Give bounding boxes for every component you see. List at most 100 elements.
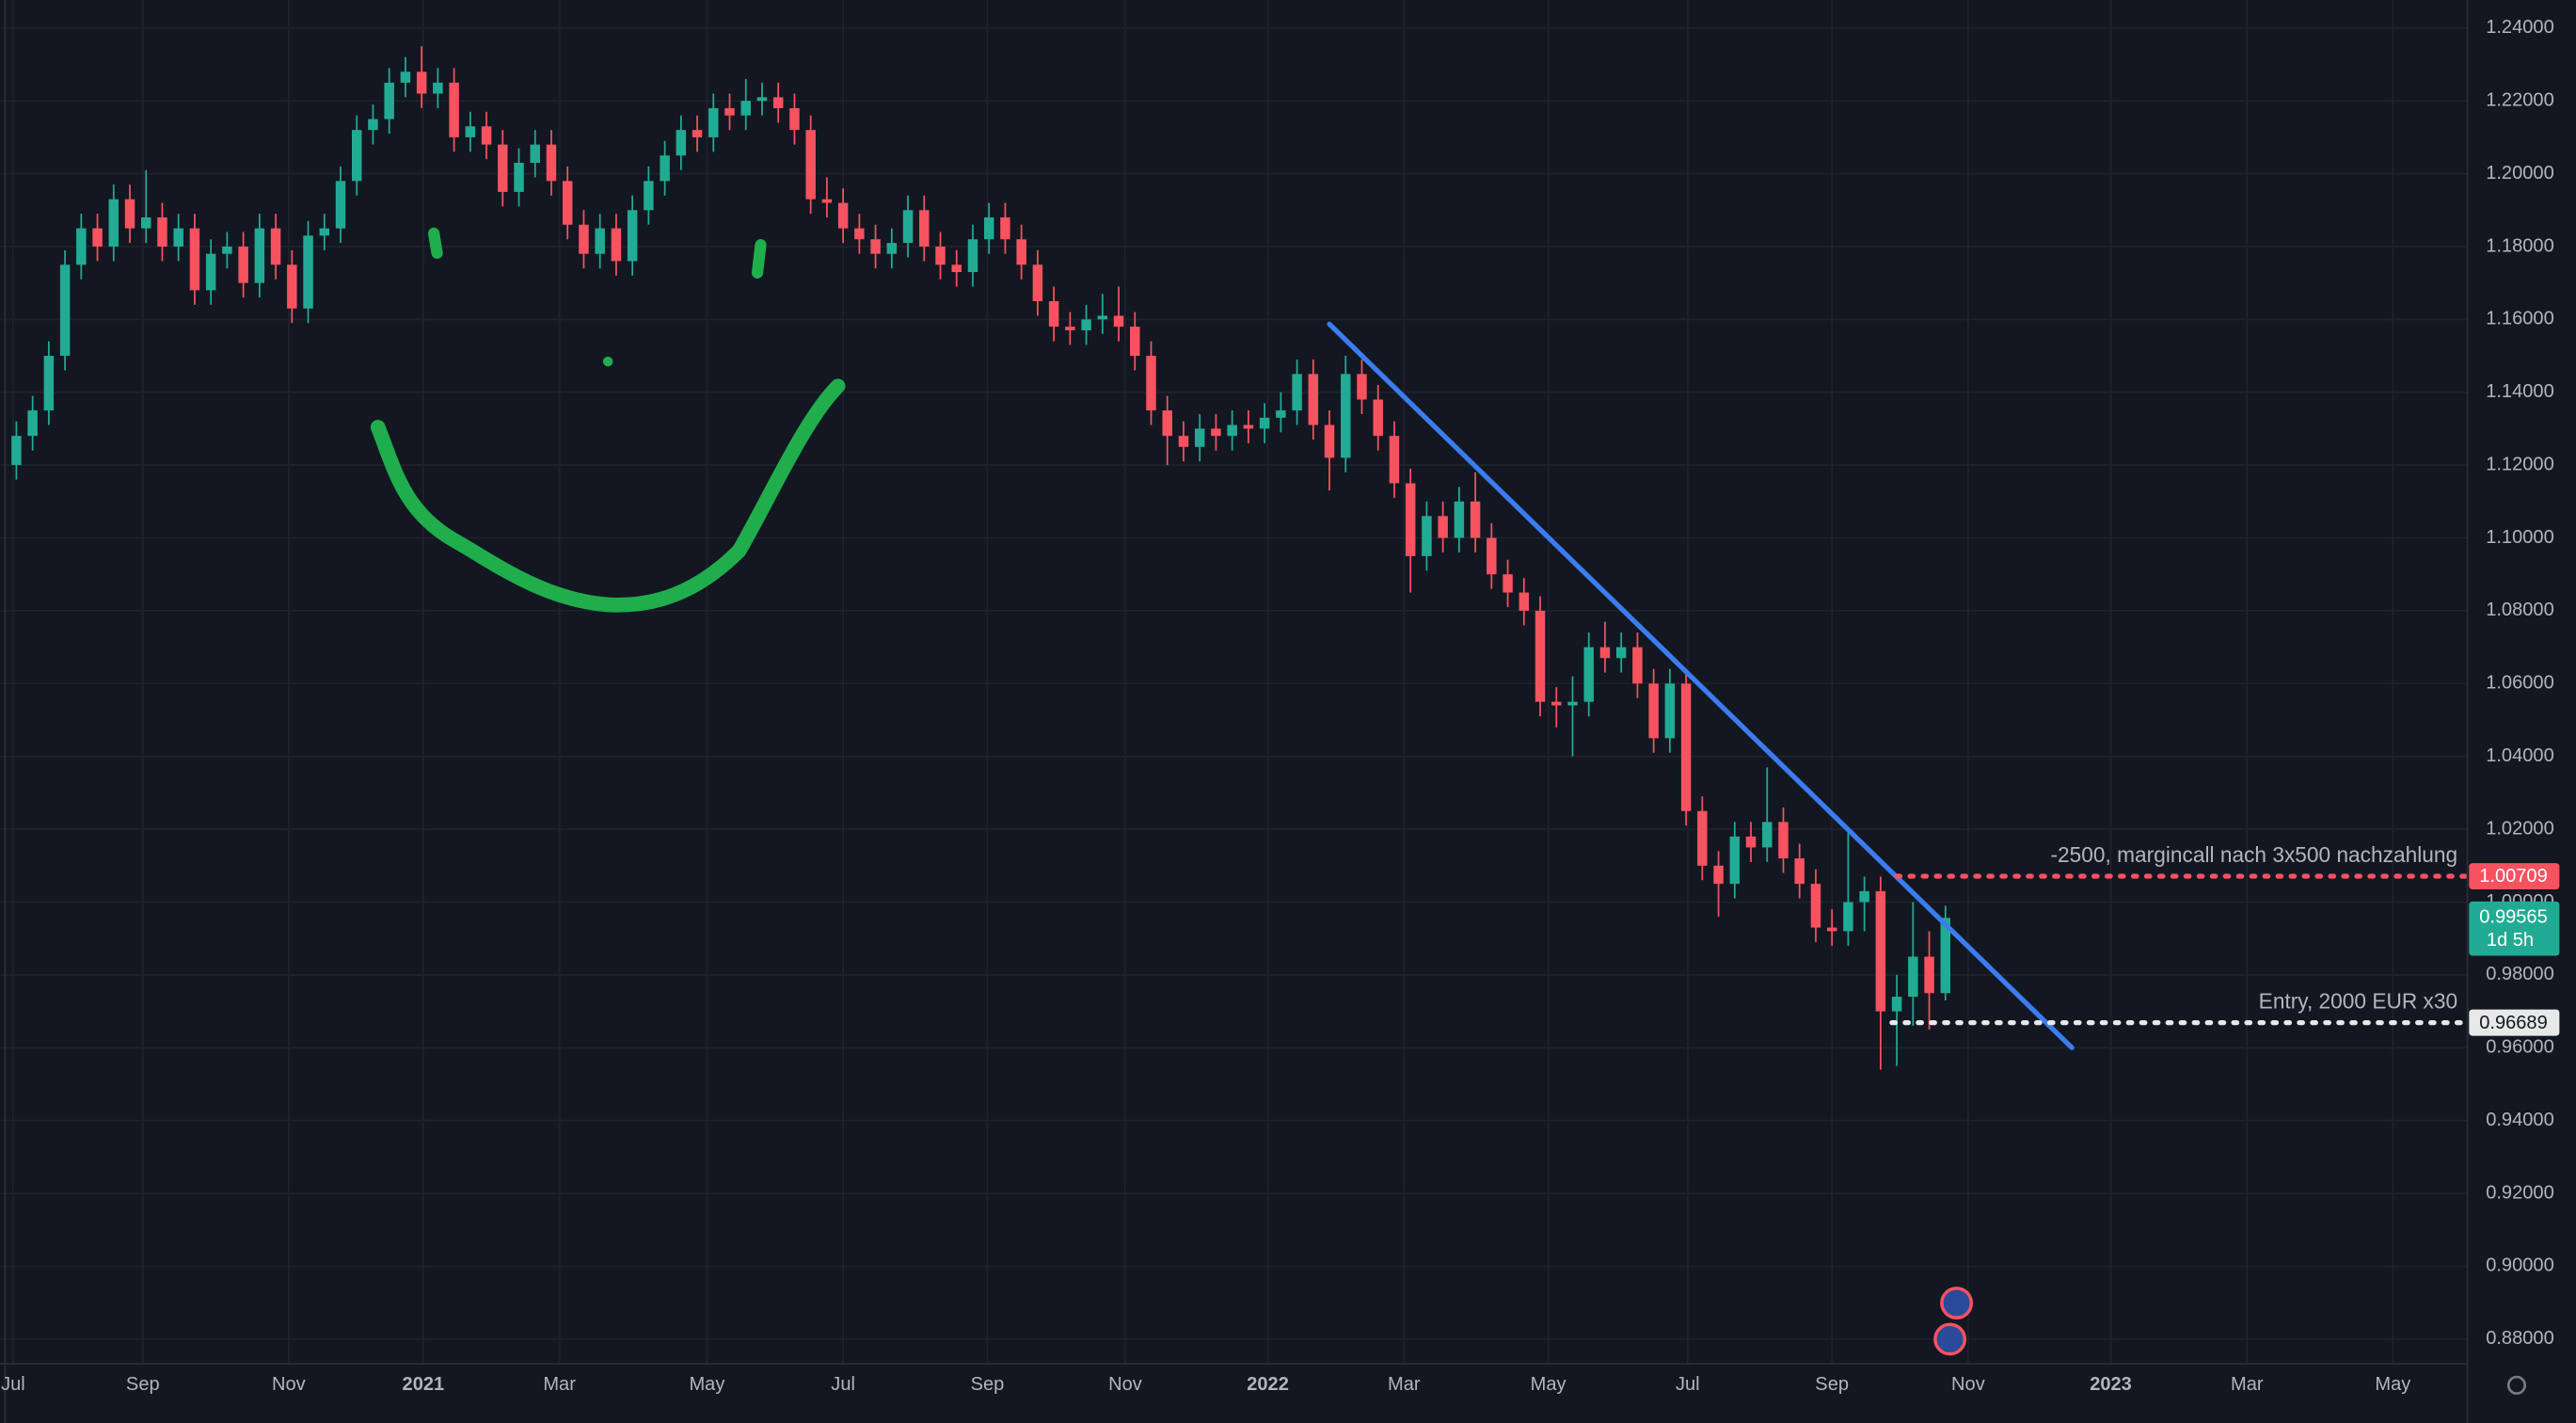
- x-tick-label: 2023: [2090, 1374, 2132, 1395]
- candle-body: [530, 144, 541, 163]
- y-tick-label: 1.24000: [2486, 17, 2554, 38]
- candle-body: [935, 246, 946, 265]
- candle-body: [1357, 374, 1367, 400]
- x-tick-label: May: [689, 1374, 724, 1395]
- candle-body: [1487, 537, 1497, 575]
- current-price-box: [2469, 901, 2560, 956]
- y-tick-label: 0.98000: [2486, 964, 2554, 984]
- candle-body: [1762, 822, 1773, 848]
- candle-body: [708, 107, 719, 137]
- y-tick-label: 0.92000: [2486, 1182, 2554, 1203]
- candle-body: [384, 82, 394, 120]
- settings-icon[interactable]: [2506, 1375, 2527, 1395]
- axes: 0.88000 0.90000 0.92000 0.94000 0.96000 0.980…: [1, 17, 2560, 1395]
- event-flag[interactable]: [1933, 1322, 1967, 1356]
- x-tick-label: May: [2375, 1374, 2410, 1395]
- candle-body: [43, 356, 55, 411]
- candle-body: [1794, 858, 1805, 885]
- candle-body: [1373, 399, 1383, 437]
- candle-body: [983, 217, 994, 240]
- candle-body: [498, 144, 508, 192]
- candle-body: [1664, 683, 1676, 739]
- candle-body: [416, 72, 427, 94]
- grid: [0, 0, 2468, 1365]
- candle-body: [287, 264, 297, 309]
- candle-body: [1194, 428, 1205, 447]
- candle-body: [1048, 301, 1059, 328]
- smile: [370, 378, 846, 613]
- candle-body: [919, 210, 930, 247]
- candle-body: [740, 101, 751, 116]
- candle-body: [724, 107, 735, 116]
- candle-body: [157, 217, 167, 247]
- candle-body: [1599, 647, 1611, 659]
- candle-body: [1908, 956, 1918, 998]
- candle-body: [222, 246, 232, 254]
- price-line-text: Entry, 2000 EUR x30: [2259, 989, 2457, 1014]
- candle-body: [1519, 592, 1530, 611]
- x-tick-label: Mar: [1388, 1374, 1421, 1395]
- candle-body: [1713, 865, 1724, 885]
- candle-body: [1016, 239, 1026, 265]
- x-tick-label: Jul: [1, 1374, 25, 1395]
- candle-body: [92, 228, 103, 247]
- y-tick-label: 0.96000: [2486, 1037, 2554, 1058]
- price-label: 1.00709: [2479, 866, 2548, 887]
- candle-body: [1438, 516, 1448, 538]
- x-tick-label: Sep: [971, 1374, 1005, 1395]
- y-tick-label: 1.02000: [2486, 818, 2554, 839]
- candle-body: [1227, 424, 1237, 437]
- candle-body: [254, 228, 265, 283]
- candle-body: [319, 228, 330, 236]
- drawing-smiley: [370, 227, 846, 613]
- candle-body: [1826, 927, 1837, 932]
- eye: [427, 227, 443, 259]
- y-tick-label: 1.18000: [2486, 235, 2554, 256]
- candle-body: [1940, 918, 1951, 994]
- candle-body: [789, 107, 800, 131]
- event-flag[interactable]: [1940, 1287, 1974, 1320]
- candle-body: [1583, 647, 1594, 702]
- candle-body: [1697, 810, 1708, 866]
- candle-body: [1000, 217, 1010, 240]
- candle-body: [189, 228, 200, 291]
- candle-body: [1243, 424, 1254, 429]
- candle-body: [1843, 902, 1853, 932]
- gear[interactable]: [2506, 1375, 2527, 1395]
- candle-body: [1810, 884, 1821, 928]
- x-tick-label: May: [1531, 1374, 1566, 1395]
- candle-body: [1065, 327, 1075, 330]
- candle-body: [1292, 374, 1302, 411]
- candle-body: [124, 199, 135, 229]
- candle-body: [1276, 410, 1286, 418]
- candle-body: [1130, 327, 1140, 357]
- price-label-box: [2469, 1009, 2560, 1036]
- candle-body: [660, 155, 670, 182]
- y-tick-label: 1.16000: [2486, 309, 2554, 329]
- candle-body: [1745, 836, 1757, 848]
- candle-body: [11, 436, 22, 466]
- candle-body: [1632, 647, 1643, 684]
- event-icons[interactable]: [1933, 1287, 1974, 1356]
- countdown: 1d 5h: [2487, 930, 2534, 951]
- candle-body: [1113, 315, 1124, 328]
- candle-body: [1567, 701, 1578, 706]
- x-tick-label: Nov: [1108, 1374, 1142, 1395]
- candle-body: [270, 228, 281, 265]
- candle-body: [562, 181, 573, 225]
- candle-body: [1891, 997, 1902, 1012]
- current-price: 0.99565: [2479, 907, 2548, 928]
- candle-body: [481, 126, 492, 145]
- candle-body: [1259, 417, 1270, 429]
- x-tick-label: Nov: [272, 1374, 306, 1395]
- y-tick-label: 1.08000: [2486, 600, 2554, 620]
- y-tick-label: 0.94000: [2486, 1110, 2554, 1130]
- x-tick-label: 2022: [1247, 1374, 1289, 1395]
- candle-body: [465, 126, 476, 137]
- price-line-text: -2500, margincall nach 3x500 nachzahlung: [2050, 842, 2457, 867]
- candle-body: [772, 97, 784, 108]
- candle-body: [1341, 374, 1351, 458]
- eye: [751, 239, 767, 279]
- candle-body: [1924, 956, 1934, 994]
- candle-body: [1875, 890, 1886, 1012]
